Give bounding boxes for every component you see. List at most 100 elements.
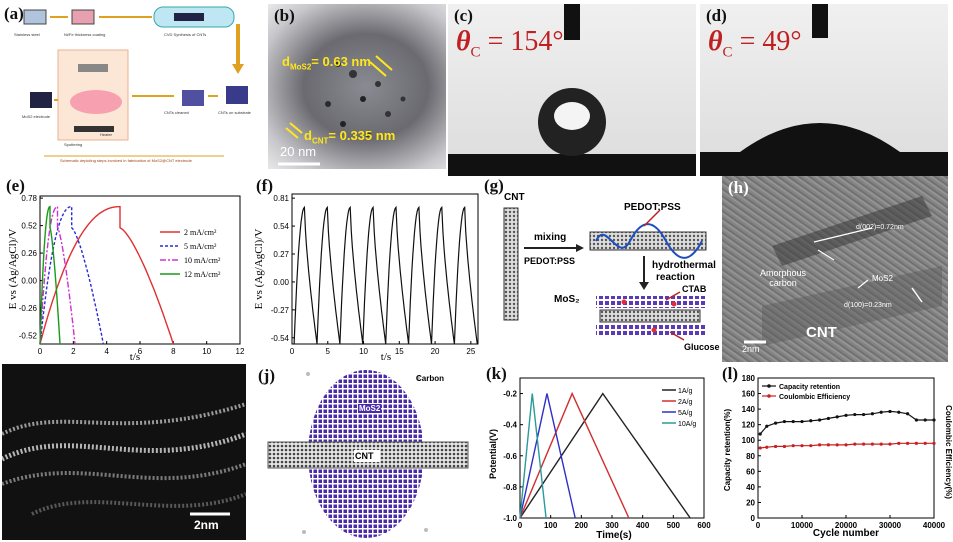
coated-plate — [71, 9, 95, 25]
data-point-l — [914, 441, 918, 445]
h-cnt: CNT — [806, 324, 837, 341]
j-mos2: MoS2 — [358, 404, 382, 413]
data-point-l — [844, 413, 848, 417]
data-point-l — [879, 410, 883, 414]
g-hydro2-text: reaction — [656, 272, 695, 283]
legend-label-k: 2A/g — [678, 399, 693, 406]
y-tick-label: -0.6 — [503, 452, 517, 461]
y-tick-label: 160 — [742, 390, 756, 399]
label-l: (l) — [722, 364, 739, 383]
droplet-d — [740, 123, 900, 152]
y-tick-label: -0.4 — [503, 421, 517, 430]
data-point-l — [897, 441, 901, 445]
x-tick-label: 8 — [171, 347, 176, 356]
y-tick-label: -0.8 — [503, 483, 517, 492]
x-tick-label: 200 — [575, 521, 589, 530]
data-point-l — [818, 443, 822, 447]
label-f: (f) — [256, 176, 273, 195]
x-tick-label: 0 — [290, 347, 295, 356]
x-tick-label: 12 — [236, 347, 245, 356]
step4-text: CNTs on substrate — [218, 110, 252, 115]
data-point-l — [782, 444, 786, 449]
data-point-l — [932, 418, 936, 422]
label-k: (k) — [486, 364, 507, 383]
g-pedot2-text: PEDOT:PSS — [624, 202, 681, 213]
data-point-l — [906, 412, 910, 416]
g-pedot-text: PEDOT:PSS — [524, 256, 575, 266]
panel-c: θC = 154° (c) — [448, 4, 696, 176]
x-tick-label: 4 — [104, 347, 109, 356]
panel-i: 2nm (i) — [2, 364, 246, 540]
x-tick-label: 20000 — [835, 521, 858, 530]
panel-b: dMoS2= 0.63 nm dCNT= 0.335 nm 20 nm (b) — [268, 4, 446, 169]
data-point-l — [826, 416, 830, 421]
data-point-l — [809, 419, 813, 423]
panel-a: Stainless steel Ni/Fe thickness coating … — [4, 4, 260, 164]
x-tick-label: 40000 — [923, 521, 946, 530]
y-tick-label: -1.0 — [503, 514, 517, 523]
h-amorphous: Amorphous carbon — [760, 268, 807, 288]
data-point-l — [758, 432, 762, 436]
cvd-substrate — [174, 13, 204, 21]
legend-marker-l — [767, 384, 771, 388]
ylabel-l: Capacity retention(%) — [723, 409, 732, 492]
label-b: (b) — [274, 6, 295, 25]
series-line-k — [519, 392, 691, 519]
plot-frame — [291, 193, 479, 345]
x-tick-label: 15 — [395, 347, 404, 356]
schematic-a: Stainless steel Ni/Fe thickness coating … — [14, 6, 252, 163]
data-point-l — [870, 442, 874, 446]
cnt-tube-vertical — [503, 207, 519, 321]
data-point-l — [853, 412, 857, 417]
g-ctab-text: CTAB — [682, 284, 707, 294]
panel-h: d(002)=0.72nm Amorphous carbon MoS2 d(100… — [722, 176, 948, 362]
x-tick-label: 500 — [667, 521, 681, 530]
x-tick-label: 0 — [38, 347, 43, 356]
y-tick-label: -0.27 — [271, 306, 290, 315]
panel-k: Time(s) Potential(V) 0 100 200 300 400 500 600… — [484, 364, 716, 542]
ylabel2-l: Coulombic Efficiency(%) — [944, 405, 953, 499]
y-tick-label: 0.00 — [21, 277, 37, 286]
label-j: (j) — [258, 366, 275, 385]
d-cnt-text: dCNT= 0.335 nm — [304, 128, 396, 146]
legend-label-k: 1A/g — [678, 388, 693, 395]
legend-label-e: 10 mA/cm² — [184, 256, 221, 265]
x-tick-label: 30000 — [879, 521, 902, 530]
data-point-l — [774, 421, 778, 425]
panel-e: t/s E vs (Ag/AgCl)/V 0 2 4 6 8 10 12 0.78 0.52 0.… — [4, 174, 248, 362]
xlabel-l: Cycle number — [813, 528, 879, 539]
ylabel-k: Potential(V) — [488, 429, 498, 479]
data-point-l — [862, 442, 866, 446]
series-line-k — [519, 393, 547, 519]
step5-text: CNTs cleaned — [164, 110, 189, 115]
j-cnt: CNT — [355, 451, 374, 461]
y-tick-label: 0.26 — [21, 249, 37, 258]
data-point-l — [853, 442, 857, 446]
data-point-l — [800, 419, 804, 424]
y-tick-label: -0.2 — [503, 390, 517, 399]
step2-text: Ni/Fe thickness coating — [64, 32, 105, 37]
data-point-l — [914, 418, 918, 422]
data-point-l — [765, 445, 769, 449]
chart-k: Time(s) Potential(V) 0 100 200 300 400 500 600… — [488, 377, 711, 541]
label-h: (h) — [728, 178, 749, 197]
h-mos2: MoS2 — [872, 274, 893, 283]
panel-f: t/s E vs (Ag/AgCl)/V 0 5 10 15 20 25 0.81 0.54 0… — [252, 174, 484, 362]
data-point-l — [870, 412, 874, 416]
step6-text: MoS2 electrode — [22, 114, 51, 119]
h-d100: d(100)=0.23nm — [844, 302, 892, 309]
x-tick-label: 25 — [466, 347, 475, 356]
legend-label-k: 10A/g — [678, 421, 696, 428]
y-tick-label: 0.78 — [21, 194, 37, 203]
series-line-k — [519, 391, 630, 519]
y-tick-label: 0.54 — [273, 222, 289, 231]
y-tick-label: 0.81 — [273, 194, 289, 203]
panel-g: CNT mixing PEDOT:PSS PEDOT:PSS hydrother… — [484, 174, 720, 362]
x-tick-label: 100 — [544, 521, 558, 530]
y-tick-label: 0.27 — [273, 250, 289, 259]
data-point-l — [835, 415, 839, 419]
y-tick-label: 80 — [746, 452, 755, 461]
legend-label-e: 2 mA/cm² — [184, 228, 217, 237]
x-tick-label: 300 — [605, 521, 619, 530]
step8-text: Heater — [100, 132, 113, 137]
